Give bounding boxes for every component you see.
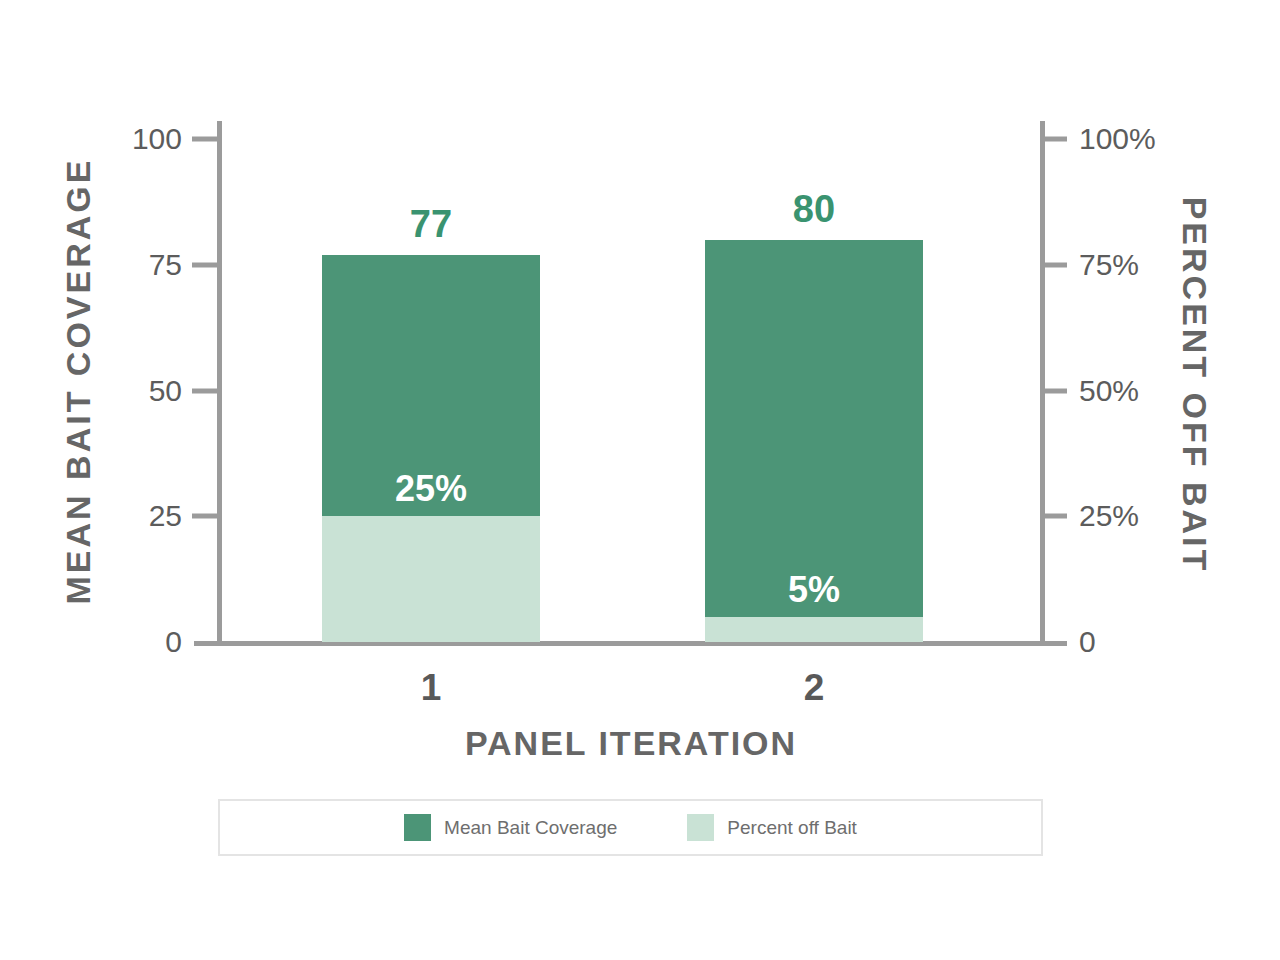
legend-item-percent-off-bait: Percent off Bait bbox=[687, 814, 857, 841]
bar-value-label: 77 bbox=[322, 205, 540, 243]
right-axis-tick-label-100: 100% bbox=[1079, 124, 1249, 154]
bar-percent-label: 5% bbox=[705, 572, 923, 608]
legend-swatch-dark-green bbox=[404, 814, 431, 841]
legend-label: Mean Bait Coverage bbox=[444, 817, 617, 839]
bar-panel-2: 805%2 bbox=[705, 139, 923, 642]
bar-percent-label: 25% bbox=[322, 471, 540, 507]
legend-item-mean-bait-coverage: Mean Bait Coverage bbox=[404, 814, 617, 841]
right-axis-tick-25 bbox=[1042, 514, 1067, 519]
left-axis-tick-100 bbox=[192, 137, 217, 142]
bar-value-label: 80 bbox=[705, 190, 923, 228]
legend-swatch-light-green bbox=[687, 814, 714, 841]
left-axis-tick-label-100: 100 bbox=[36, 124, 182, 154]
right-axis-tick-label-75: 75% bbox=[1079, 250, 1249, 280]
left-axis-tick-label-25: 25 bbox=[36, 501, 182, 531]
right-y-axis-line bbox=[1040, 121, 1045, 646]
x-category-label-1: 1 bbox=[322, 669, 540, 706]
right-axis-tick-label-0: 0 bbox=[1079, 627, 1249, 657]
plot-area: 100100%7575%5050%2525%007725%1805%2 bbox=[222, 139, 1040, 642]
right-axis-tick-75 bbox=[1042, 262, 1067, 267]
left-axis-tick-75 bbox=[192, 262, 217, 267]
left-axis-tick-25 bbox=[192, 514, 217, 519]
legend-box: Mean Bait Coverage Percent off Bait bbox=[218, 799, 1043, 856]
chart-canvas: MEAN BAIT COVERAGE PERCENT OFF BAIT 1001… bbox=[0, 0, 1280, 960]
left-axis-tick-label-50: 50 bbox=[36, 376, 182, 406]
x-axis-title: PANEL ITERATION bbox=[222, 724, 1040, 763]
legend-label: Percent off Bait bbox=[727, 817, 857, 839]
bar-panel-1: 7725%1 bbox=[322, 139, 540, 642]
right-axis-tick-50 bbox=[1042, 388, 1067, 393]
left-axis-tick-label-0: 0 bbox=[36, 627, 182, 657]
bar-segment-percent-off-bait bbox=[705, 617, 923, 642]
right-axis-tick-100 bbox=[1042, 137, 1067, 142]
left-axis-tick-50 bbox=[192, 388, 217, 393]
right-axis-tick-label-25: 25% bbox=[1079, 501, 1249, 531]
bar-segment-percent-off-bait bbox=[322, 516, 540, 642]
left-axis-tick-label-75: 75 bbox=[36, 250, 182, 280]
x-category-label-2: 2 bbox=[705, 669, 923, 706]
right-axis-tick-label-50: 50% bbox=[1079, 376, 1249, 406]
left-y-axis-line bbox=[217, 121, 222, 646]
